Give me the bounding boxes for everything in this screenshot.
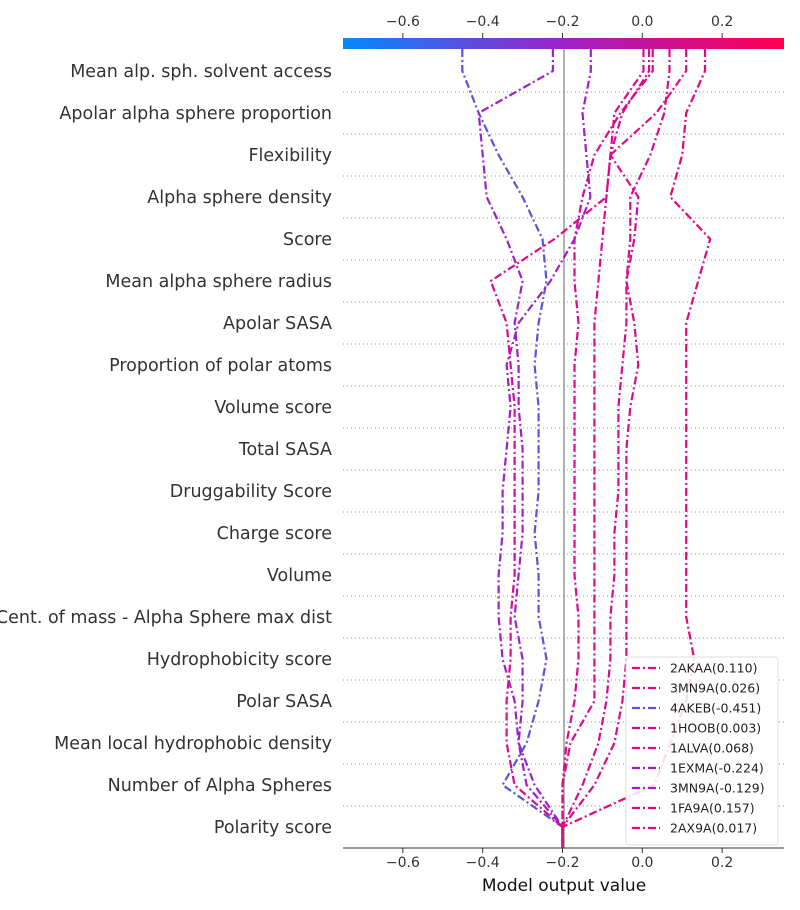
feature-label: Druggability Score (170, 482, 332, 502)
series-line (561, 49, 654, 848)
feature-label: Charge score (217, 524, 332, 544)
feature-label: Volume score (214, 398, 332, 418)
feature-label: Score (283, 230, 332, 250)
colorbar (343, 38, 784, 49)
legend-entry: 1ALVA(0.068) (670, 741, 754, 756)
x-tick-label: −0.2 (546, 855, 580, 871)
feature-label: Flexibility (248, 146, 332, 166)
series-line (461, 49, 564, 848)
x-tick-label: −0.6 (386, 855, 420, 871)
top-tick-label: 0.0 (631, 14, 653, 30)
top-tick-label: −0.2 (546, 14, 580, 30)
feature-label: Polar SASA (236, 692, 332, 712)
x-axis: −0.6 −0.4 −0.2 0.0 0.2 (386, 848, 733, 871)
legend-entry: 1HOOB(0.003) (670, 721, 761, 736)
series-line (561, 49, 645, 848)
legend-entry: 4AKEB(-0.451) (670, 701, 761, 716)
feature-label: Number of Alpha Spheres (108, 776, 332, 796)
feature-label: Proportion of polar atoms (109, 356, 332, 376)
x-tick-label: 0.0 (631, 855, 653, 871)
legend-box (625, 656, 779, 846)
feature-label: Alpha sphere density (147, 188, 332, 208)
top-axis: −0.6 −0.4 −0.2 0.0 0.2 (386, 14, 733, 38)
feature-label: Apolar SASA (223, 314, 332, 334)
feature-label: Mean alp. sph. solvent access (70, 62, 332, 82)
top-tick-label: −0.4 (466, 14, 500, 30)
feature-label: Volume (267, 566, 332, 586)
top-tick-label: 0.2 (711, 14, 733, 30)
series-line (489, 49, 651, 848)
top-tick-label: −0.6 (386, 14, 420, 30)
feature-label: Apolar alpha sphere proportion (59, 104, 332, 124)
legend: 2AKAA(0.110) 3MN9A(0.026) 4AKEB(-0.451) 1HO… (625, 656, 779, 846)
x-tick-label: 0.2 (711, 855, 733, 871)
feature-label: Mean local hydrophobic density (54, 734, 332, 754)
legend-entry: 3MN9A(-0.129) (670, 781, 765, 796)
legend-entry: 1FA9A(0.157) (670, 801, 755, 816)
feature-label: Cent. of mass - Alpha Sphere max dist (0, 608, 332, 628)
feature-labels: Mean alp. sph. solvent access Apolar alph… (0, 62, 332, 838)
x-axis-title: Model output value (482, 876, 646, 896)
series-line (497, 49, 592, 848)
feature-label: Mean alpha sphere radius (105, 272, 332, 292)
legend-entry: 2AX9A(0.017) (670, 821, 757, 836)
series-line (561, 49, 671, 848)
feature-label: Polarity score (214, 818, 332, 838)
feature-label: Total SASA (238, 440, 332, 460)
legend-entry: 2AKAA(0.110) (670, 661, 757, 676)
legend-entry: 3MN9A(0.026) (670, 681, 760, 696)
x-tick-label: −0.4 (466, 855, 500, 871)
series-line (477, 49, 564, 848)
feature-label: Hydrophobicity score (147, 650, 332, 670)
legend-entry: 1EXMA(-0.224) (670, 761, 764, 776)
